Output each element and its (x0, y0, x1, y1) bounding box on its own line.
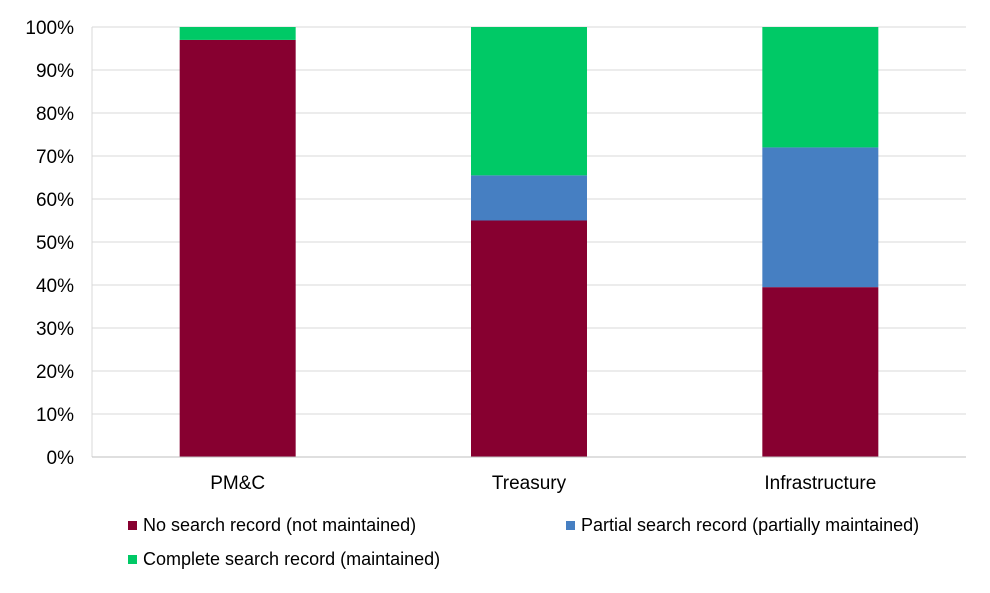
legend-swatch-no-search (128, 521, 137, 530)
y-tick-label: 30% (36, 319, 74, 340)
legend-item-no-search: No search record (not maintained) (128, 515, 416, 536)
y-tick-label: 70% (36, 147, 74, 168)
bar-segment (179, 27, 296, 40)
legend-label-complete-search: Complete search record (maintained) (143, 549, 441, 569)
bar-segment (471, 220, 587, 457)
y-tick-label: 100% (25, 18, 74, 39)
bars (179, 27, 879, 458)
legend-label-no-search: No search record (not maintained) (143, 515, 417, 535)
x-category-label: Infrastructure (764, 473, 876, 494)
x-category-label: Treasury (492, 473, 567, 494)
bar-segment (471, 27, 587, 176)
bar-segment (179, 39, 296, 458)
bar-segment (762, 287, 879, 457)
y-tick-label: 90% (36, 61, 74, 82)
y-axis-tick-labels: 0% 10% 20% 30% 40% 50% 60% 70% 80% 90% 100% (25, 18, 74, 469)
x-category-label: PM&C (210, 473, 265, 494)
legend-swatch-partial-search (566, 521, 575, 530)
legend-item-complete-search: Complete search record (maintained) (128, 549, 440, 570)
legend-swatch-complete-search (128, 555, 137, 564)
y-tick-label: 0% (47, 448, 75, 469)
y-tick-label: 50% (36, 233, 74, 254)
y-tick-label: 40% (36, 276, 74, 297)
bar-segment (471, 175, 587, 221)
bar-segment (762, 147, 879, 288)
y-tick-label: 10% (36, 405, 74, 426)
bar-segment (762, 27, 879, 148)
x-axis-category-labels: PM&C Treasury Infrastructure (210, 473, 876, 494)
y-tick-label: 60% (36, 190, 74, 211)
y-tick-label: 20% (36, 362, 74, 383)
legend-item-partial-search: Partial search record (partially maintai… (566, 515, 919, 536)
y-tick-label: 80% (36, 104, 74, 125)
stacked-bar-chart: 0% 10% 20% 30% 40% 50% 60% 70% 80% 90% 100% PM&C Tr… (25, 18, 966, 494)
legend-label-partial-search: Partial search record (partially maintai… (581, 515, 920, 535)
